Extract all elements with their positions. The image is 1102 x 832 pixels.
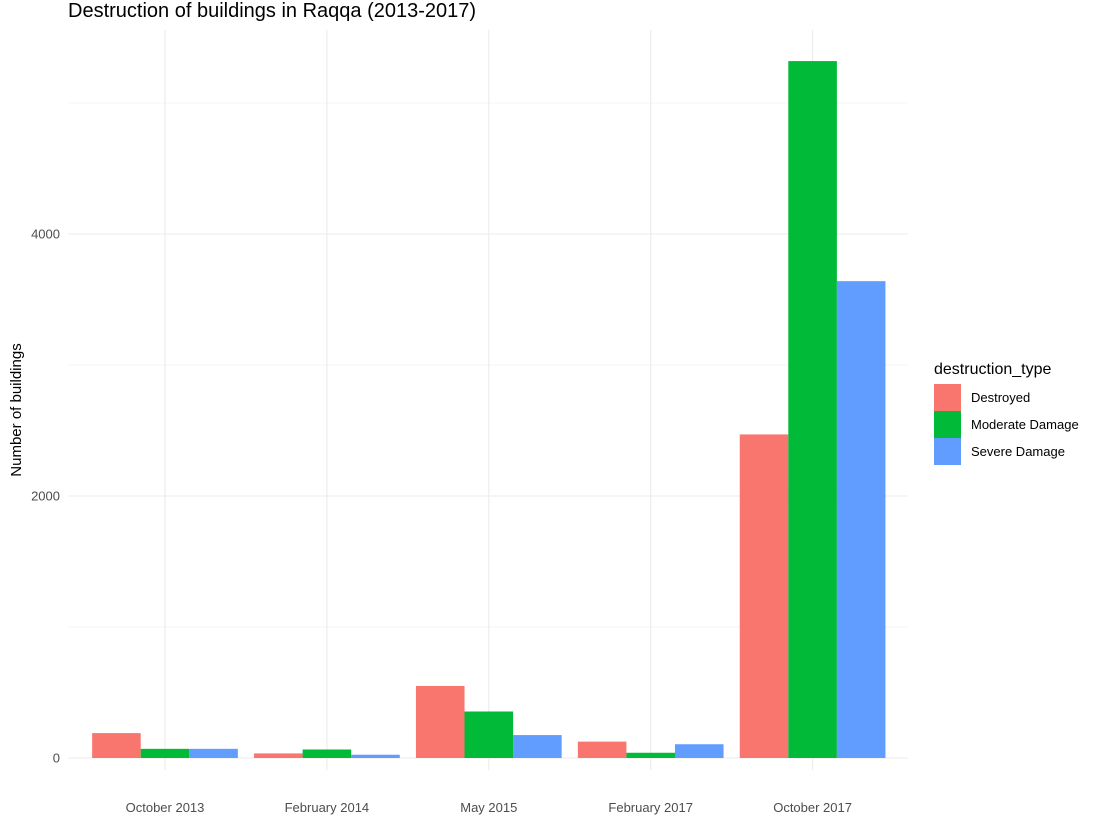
y-axis-ticks: 0 2000 4000 xyxy=(31,227,60,766)
y-tick-label: 2000 xyxy=(31,489,60,504)
x-axis-ticks: October 2013 February 2014 May 2015 Februar… xyxy=(126,800,852,815)
bar-destroyed xyxy=(254,753,303,758)
bar-moderate-damage xyxy=(788,61,837,758)
legend: destruction_type Destroyed Moderate Damag… xyxy=(934,361,1079,465)
bar-severe-damage xyxy=(351,754,400,758)
chart-title: Destruction of buildings in Raqqa (2013-… xyxy=(68,0,476,22)
y-tick-label: 0 xyxy=(53,751,60,766)
bar-severe-damage xyxy=(189,748,238,758)
bar-moderate-damage xyxy=(140,748,190,758)
bar-destroyed xyxy=(415,685,465,758)
bar-moderate-damage xyxy=(464,711,514,758)
y-axis-title: Number of buildings xyxy=(8,343,25,476)
legend-swatch xyxy=(934,411,961,438)
x-tick-label: February 2017 xyxy=(608,800,693,815)
legend-title: destruction_type xyxy=(934,361,1052,378)
legend-label: Severe Damage xyxy=(971,444,1065,459)
bar-destroyed xyxy=(92,733,141,758)
bar-destroyed xyxy=(739,434,789,758)
x-tick-label: May 2015 xyxy=(460,800,517,815)
x-tick-label: October 2013 xyxy=(126,800,205,815)
bar-moderate-damage xyxy=(302,749,352,758)
x-tick-label: October 2017 xyxy=(773,800,852,815)
bar-severe-damage xyxy=(513,735,562,758)
legend-swatch xyxy=(934,384,961,411)
legend-swatch xyxy=(934,438,961,465)
bar-destroyed xyxy=(577,741,627,758)
bar-moderate-damage xyxy=(626,752,675,758)
legend-label: Moderate Damage xyxy=(971,417,1079,432)
legend-label: Destroyed xyxy=(971,390,1030,405)
x-tick-label: February 2014 xyxy=(285,800,370,815)
y-tick-label: 4000 xyxy=(31,227,60,242)
bar-severe-damage xyxy=(674,744,724,758)
bars xyxy=(92,61,886,758)
bar-severe-damage xyxy=(836,281,886,758)
